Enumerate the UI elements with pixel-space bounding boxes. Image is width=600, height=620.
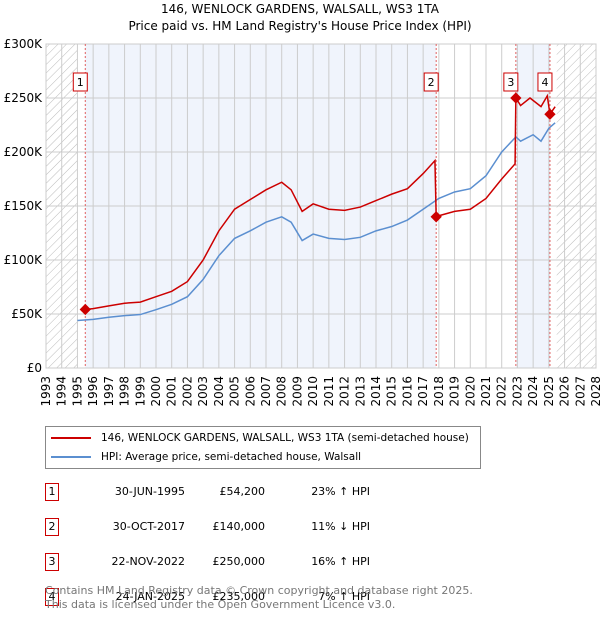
footer-line-1: Contains HM Land Registry data © Crown c… xyxy=(45,584,473,597)
x-tick-label: 2004 xyxy=(212,376,226,407)
sale-number-box xyxy=(537,72,553,92)
x-tick-label: 2005 xyxy=(228,376,242,407)
x-tick-label: 2014 xyxy=(369,376,383,407)
sale-number: 2 xyxy=(45,518,59,536)
x-tick-label: 1995 xyxy=(70,376,84,407)
x-tick-label: 2020 xyxy=(463,376,477,407)
sale-row: 2 30-OCT-2017 £140,000 11% ↓ HPI xyxy=(45,518,375,536)
sale-number-box xyxy=(423,72,439,92)
price-chart: 146, WENLOCK GARDENS, WALSALL, WS3 1TA P… xyxy=(4,2,600,407)
footer: Contains HM Land Registry data © Crown c… xyxy=(45,584,473,612)
sale-hpi-relation: 7% ↑ HPI xyxy=(318,590,370,603)
legend: 146, WENLOCK GARDENS, WALSALL, WS3 1TA (… xyxy=(45,426,481,469)
x-tick-label: 2011 xyxy=(322,376,336,407)
footer-line-2: This data is licensed under the Open Gov… xyxy=(45,598,396,611)
y-tick-label: £200K xyxy=(4,145,44,159)
sale-date: 30-OCT-2017 xyxy=(112,520,185,533)
sale-hpi-relation: 23% ↑ HPI xyxy=(311,485,370,498)
sale-row: 3 22-NOV-2022 £250,000 16% ↑ HPI xyxy=(45,553,375,571)
x-tick-label: 2024 xyxy=(526,376,540,407)
x-tick-label: 2000 xyxy=(149,376,163,407)
x-tick-label: 1996 xyxy=(86,376,100,407)
sale-hpi-relation: 11% ↓ HPI xyxy=(311,520,370,533)
y-tick-label: £50K xyxy=(11,307,43,321)
x-tick-label: 2003 xyxy=(196,376,210,407)
x-tick-label: 2006 xyxy=(243,376,257,407)
sale-price: £250,000 xyxy=(212,555,266,568)
sale-number-label: 2 xyxy=(428,76,435,89)
sale-number-label: 3 xyxy=(507,76,514,89)
sale-price: £140,000 xyxy=(212,520,266,533)
chart-title: 146, WENLOCK GARDENS, WALSALL, WS3 1TA xyxy=(161,2,440,16)
sale-number: 3 xyxy=(45,553,59,571)
x-tick-label: 1998 xyxy=(118,376,132,407)
x-tick-label: 2001 xyxy=(165,376,179,407)
plot-frame xyxy=(45,43,597,369)
x-tick-label: 2023 xyxy=(510,376,524,407)
sale-date: 22-NOV-2022 xyxy=(111,555,185,568)
x-tick-label: 2002 xyxy=(180,376,194,407)
legend-label: HPI: Average price, semi-detached house,… xyxy=(101,451,362,463)
sale-number-label: 4 xyxy=(541,76,548,89)
legend-swatch-blue xyxy=(51,456,91,458)
y-tick-label: £250K xyxy=(4,91,44,105)
sale-number-box xyxy=(503,72,519,92)
x-tick-label: 2019 xyxy=(448,376,462,407)
sale-point xyxy=(430,211,442,223)
y-tick-label: £300K xyxy=(4,37,44,51)
legend-swatch-red xyxy=(51,437,91,439)
y-tick-label: £0 xyxy=(27,361,42,375)
x-tick-label: 2017 xyxy=(416,376,430,407)
sale-number: 1 xyxy=(45,483,59,501)
y-tick-label: £150K xyxy=(4,199,44,213)
x-tick-label: 2013 xyxy=(353,376,367,407)
x-tick-label: 2027 xyxy=(573,376,587,407)
sale-hpi-relation: 16% ↑ HPI xyxy=(311,555,370,568)
y-tick-label: £100K xyxy=(4,253,44,267)
chart-subtitle: Price paid vs. HM Land Registry's House … xyxy=(128,19,471,33)
x-tick-label: 2018 xyxy=(432,376,446,407)
x-tick-label: 2022 xyxy=(495,376,509,407)
x-tick-label: 2026 xyxy=(558,376,572,407)
sale-number-box xyxy=(72,72,88,92)
sale-price: £235,000 xyxy=(212,590,266,603)
sale-price: £54,200 xyxy=(219,485,266,498)
x-tick-label: 2010 xyxy=(306,376,320,407)
sale-row: 4 24-JAN-2025 £235,000 7% ↑ HPI xyxy=(45,588,375,606)
legend-item-hpi: HPI: Average price, semi-detached house,… xyxy=(51,450,361,464)
sale-number-label: 1 xyxy=(77,76,84,89)
legend-item-property: 146, WENLOCK GARDENS, WALSALL, WS3 1TA (… xyxy=(51,431,469,445)
series-line xyxy=(85,93,556,311)
x-tick-label: 2007 xyxy=(259,376,273,407)
x-tick-label: 1994 xyxy=(55,376,69,407)
x-tick-label: 1993 xyxy=(39,376,53,407)
x-tick-label: 2008 xyxy=(275,376,289,407)
legend-label: 146, WENLOCK GARDENS, WALSALL, WS3 1TA (… xyxy=(101,432,469,444)
x-tick-label: 2021 xyxy=(479,376,493,407)
x-tick-label: 2016 xyxy=(400,376,414,407)
x-tick-label: 2025 xyxy=(542,376,556,407)
x-tick-label: 1997 xyxy=(102,376,116,407)
sale-date: 24-JAN-2025 xyxy=(115,590,185,603)
sale-date: 30-JUN-1995 xyxy=(114,485,185,498)
x-tick-label: 2012 xyxy=(338,376,352,407)
x-tick-label: 2015 xyxy=(385,376,399,407)
series-line xyxy=(77,122,556,322)
sale-row: 1 30-JUN-1995 £54,200 23% ↑ HPI xyxy=(45,483,375,501)
sale-number: 4 xyxy=(45,588,59,606)
x-tick-label: 1999 xyxy=(133,376,147,407)
x-tick-label: 2028 xyxy=(589,376,600,407)
x-tick-label: 2009 xyxy=(290,376,304,407)
